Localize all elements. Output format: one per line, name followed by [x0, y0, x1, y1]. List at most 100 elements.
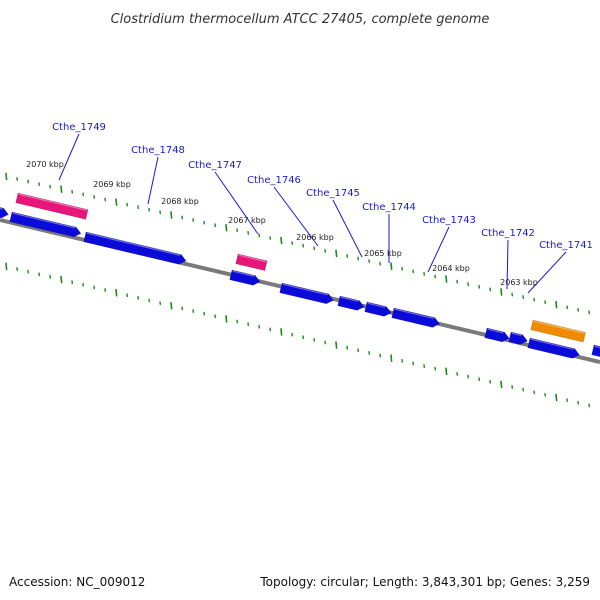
feature-body: [591, 344, 600, 358]
tick-mark: [280, 328, 283, 336]
gene-label: Cthe_1741: [539, 240, 593, 251]
kbp-label: 2066 kbp: [296, 233, 334, 242]
feature-body: [15, 192, 89, 220]
callout-line: [506, 239, 509, 290]
feature-highlight: [533, 320, 585, 334]
kbp-label: 2067 kbp: [228, 216, 266, 225]
feature-highlight: [12, 212, 76, 229]
cds-arrow: [0, 205, 9, 219]
kbp-label: 2064 kbp: [432, 264, 470, 273]
feature-highlight: [530, 338, 574, 350]
cds-arrow: [279, 282, 334, 305]
tick-mark: [280, 236, 283, 245]
callout-line: [214, 171, 259, 235]
feature-highlight: [282, 283, 328, 296]
callout-line: [527, 251, 567, 294]
callout-line: [332, 199, 363, 258]
kbp-label: 2068 kbp: [161, 197, 199, 206]
feature-highlight: [511, 332, 522, 337]
rna-feature: [235, 253, 268, 272]
kbp-label: 2065 kbp: [364, 249, 402, 258]
gene-label: Cthe_1746: [247, 175, 301, 186]
tick-mark: [170, 211, 173, 219]
cds-arrow: [229, 269, 261, 286]
topology-text: Topology: circular; Length: 3,843,301 bp…: [259, 575, 590, 589]
feature-body: [364, 301, 392, 317]
feature-highlight: [487, 328, 504, 334]
feature-body: [391, 307, 441, 328]
tick-mark: [445, 367, 448, 376]
tick-mark: [500, 380, 503, 389]
tick-mark: [390, 354, 393, 362]
feature-body: [0, 205, 9, 219]
feature-body: [83, 231, 187, 265]
cds-arrow: [508, 331, 528, 345]
feature-highlight: [86, 232, 181, 256]
callout-line: [147, 156, 159, 205]
tick-mark: [335, 341, 338, 349]
feature-highlight: [238, 254, 267, 263]
tick-mark: [170, 301, 173, 310]
cds-arrow: [9, 211, 82, 238]
feature-body: [279, 282, 334, 305]
cds-arrow: [364, 301, 392, 317]
rna-feature: [15, 192, 89, 220]
tick-mark: [5, 262, 8, 271]
tick-mark: [115, 198, 118, 206]
kbp-scale-labels: 2070 kbp 2069 kbp 2068 kbp 2067 kbp 2066 kbp…: [26, 160, 538, 287]
tick-mark: [555, 300, 558, 309]
feature-highlight: [340, 296, 359, 302]
outer-tick-ring: [5, 172, 590, 315]
cds-arrow: [484, 327, 510, 343]
accession-text: Accession: NC_009012: [9, 575, 145, 589]
feature-body: [484, 327, 510, 343]
callout-line: [427, 226, 450, 273]
tick-mark: [500, 288, 503, 296]
cds-arrow: [591, 344, 600, 358]
feature-body: [235, 253, 268, 272]
feature-highlight: [232, 270, 255, 277]
tick-mark: [390, 262, 393, 271]
feature-body: [337, 295, 365, 311]
feature-body: [530, 319, 586, 343]
tick-mark: [225, 223, 228, 232]
feature-body: [527, 337, 580, 359]
gene-label: Cthe_1747: [188, 160, 242, 171]
gene-label: Cthe_1749: [52, 122, 106, 133]
kbp-label: 2063 kbp: [500, 278, 538, 287]
callout-line: [58, 133, 80, 181]
feature-highlight: [594, 345, 600, 349]
tick-mark: [5, 172, 8, 181]
tick-mark: [335, 249, 338, 258]
gene-label: Cthe_1743: [422, 215, 476, 226]
feature-highlight: [367, 302, 386, 308]
cds-arrow: [527, 337, 580, 359]
feature-body: [508, 331, 528, 345]
kbp-label: 2070 kbp: [26, 160, 64, 169]
orange-feature: [530, 319, 586, 343]
tick-mark: [60, 275, 63, 284]
kbp-label: 2069 kbp: [93, 180, 131, 189]
feature-highlight: [394, 308, 434, 319]
feature-track: [0, 192, 600, 359]
feature-body: [229, 269, 261, 286]
inner-tick-ring: [5, 262, 590, 408]
gene-label: Cthe_1742: [481, 228, 535, 239]
page-title: Clostridium thermocellum ATCC 27405, com…: [111, 12, 490, 27]
feature-highlight: [18, 193, 87, 211]
tick-mark: [445, 275, 448, 283]
gene-label: Cthe_1745: [306, 188, 360, 199]
gene-label: Cthe_1748: [131, 145, 185, 156]
tick-mark: [115, 288, 118, 297]
feature-highlight: [0, 206, 3, 210]
callout-line: [273, 186, 319, 247]
tick-mark: [225, 315, 228, 323]
tick-mark: [60, 185, 63, 194]
cds-arrow: [391, 307, 441, 328]
cds-arrow: [83, 231, 187, 265]
cds-arrow: [337, 295, 365, 311]
tick-mark: [555, 393, 558, 402]
feature-body: [9, 211, 82, 238]
